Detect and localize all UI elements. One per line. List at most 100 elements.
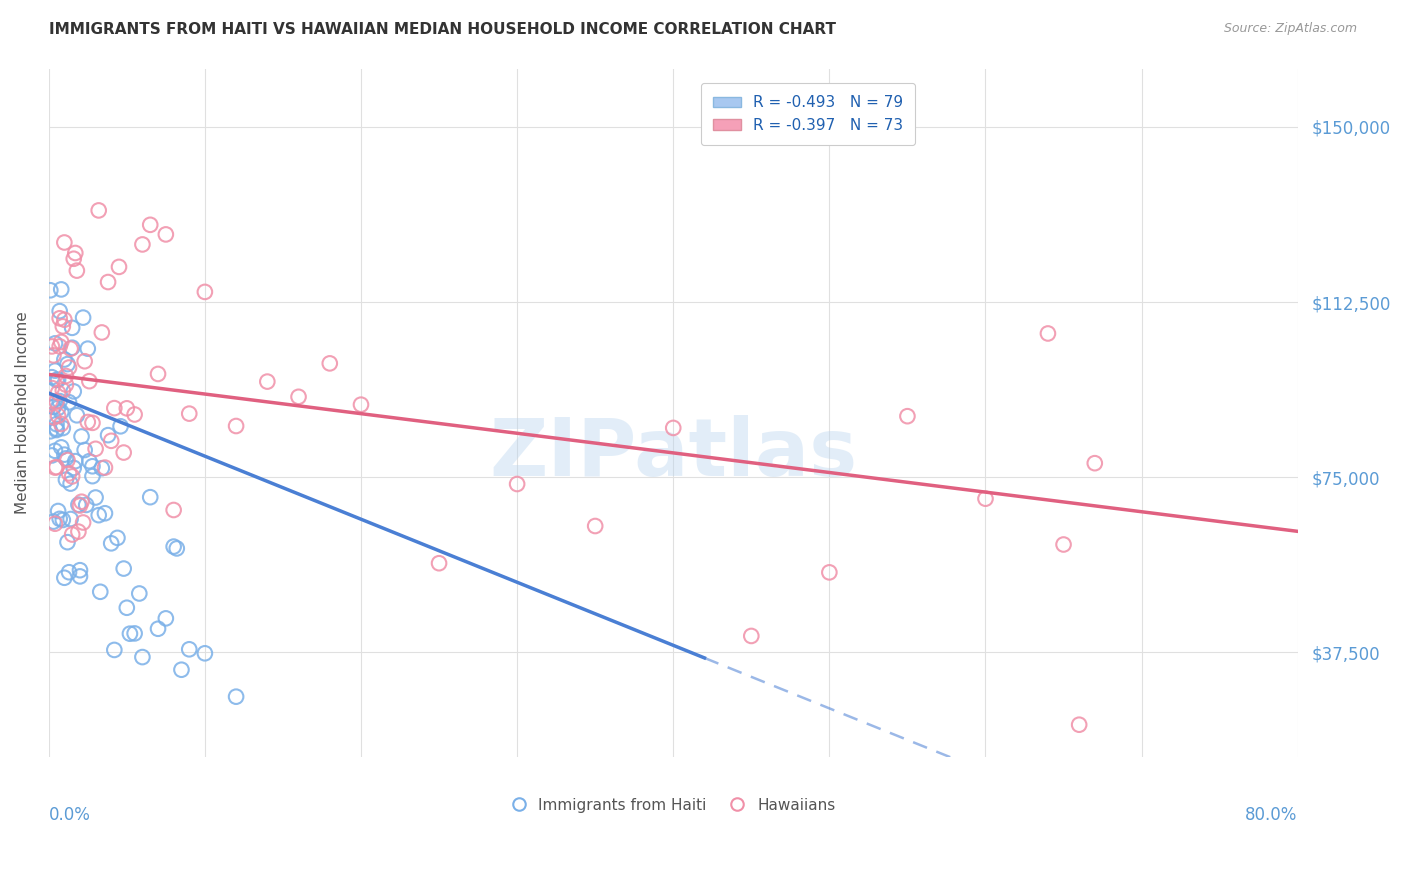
Point xyxy=(146,367,169,381)
Point xyxy=(94,460,117,475)
Point xyxy=(59,342,82,356)
Point xyxy=(52,421,75,435)
Point xyxy=(166,541,188,556)
Point xyxy=(59,476,82,491)
Point xyxy=(90,461,112,475)
Point xyxy=(48,311,70,326)
Point xyxy=(69,569,91,583)
Point xyxy=(72,310,94,325)
Point xyxy=(55,473,77,487)
Point xyxy=(42,400,65,414)
Point xyxy=(73,354,96,368)
Point xyxy=(76,342,98,356)
Point xyxy=(62,461,84,475)
Point xyxy=(44,516,66,531)
Point xyxy=(58,360,80,375)
Point xyxy=(58,395,80,409)
Point xyxy=(107,531,129,545)
Point xyxy=(179,642,201,657)
Point xyxy=(51,334,73,349)
Point xyxy=(76,415,98,429)
Point xyxy=(60,321,83,335)
Point xyxy=(66,409,89,423)
Point xyxy=(115,401,138,416)
Point xyxy=(59,512,82,526)
Text: 80.0%: 80.0% xyxy=(1246,805,1298,823)
Point xyxy=(163,503,186,517)
Point xyxy=(51,405,73,419)
Point xyxy=(44,336,66,351)
Point xyxy=(53,312,76,326)
Point xyxy=(124,408,146,422)
Text: IMMIGRANTS FROM HAITI VS HAWAIIAN MEDIAN HOUSEHOLD INCOME CORRELATION CHART: IMMIGRANTS FROM HAITI VS HAWAIIAN MEDIAN… xyxy=(49,22,837,37)
Point xyxy=(974,491,997,506)
Point xyxy=(44,443,66,458)
Point xyxy=(53,571,76,585)
Point xyxy=(46,385,69,400)
Point xyxy=(225,419,247,434)
Point xyxy=(48,304,70,318)
Point xyxy=(41,394,63,409)
Point xyxy=(45,422,67,436)
Text: ZIPatlas: ZIPatlas xyxy=(489,416,858,493)
Point xyxy=(58,467,80,481)
Point xyxy=(155,611,177,625)
Point xyxy=(46,409,69,423)
Point xyxy=(69,563,91,577)
Point xyxy=(818,566,841,580)
Point xyxy=(66,263,89,277)
Point xyxy=(55,451,77,466)
Point xyxy=(87,203,110,218)
Point xyxy=(41,370,63,384)
Point xyxy=(60,341,83,355)
Point xyxy=(87,508,110,523)
Point xyxy=(42,410,65,425)
Point xyxy=(45,373,67,387)
Point xyxy=(52,384,75,398)
Point xyxy=(163,540,186,554)
Point xyxy=(45,423,67,437)
Text: Source: ZipAtlas.com: Source: ZipAtlas.com xyxy=(1223,22,1357,36)
Point xyxy=(48,512,70,526)
Point xyxy=(82,459,104,474)
Point xyxy=(131,650,153,665)
Point xyxy=(506,477,529,491)
Point xyxy=(41,449,63,463)
Point xyxy=(55,369,77,384)
Point xyxy=(70,429,93,443)
Point xyxy=(53,235,76,250)
Point xyxy=(67,524,90,539)
Point xyxy=(45,394,67,409)
Point xyxy=(100,536,122,550)
Point xyxy=(194,646,217,660)
Point xyxy=(56,357,79,371)
Point xyxy=(62,384,84,399)
Point xyxy=(42,400,65,414)
Point xyxy=(194,285,217,299)
Point xyxy=(70,494,93,508)
Point xyxy=(42,348,65,362)
Point xyxy=(1069,717,1091,731)
Point xyxy=(108,260,131,274)
Point xyxy=(100,434,122,448)
Point xyxy=(73,442,96,457)
Point xyxy=(427,556,450,570)
Point xyxy=(75,498,97,512)
Point xyxy=(56,535,79,549)
Point xyxy=(84,442,107,456)
Point xyxy=(82,416,104,430)
Point xyxy=(72,516,94,530)
Point xyxy=(67,498,90,512)
Point xyxy=(44,364,66,378)
Point xyxy=(115,600,138,615)
Point xyxy=(58,566,80,580)
Point xyxy=(287,390,309,404)
Point xyxy=(97,275,120,289)
Point xyxy=(39,283,62,297)
Point xyxy=(56,453,79,467)
Point xyxy=(46,373,69,387)
Point xyxy=(124,626,146,640)
Point xyxy=(583,519,606,533)
Point xyxy=(128,586,150,600)
Point xyxy=(79,454,101,468)
